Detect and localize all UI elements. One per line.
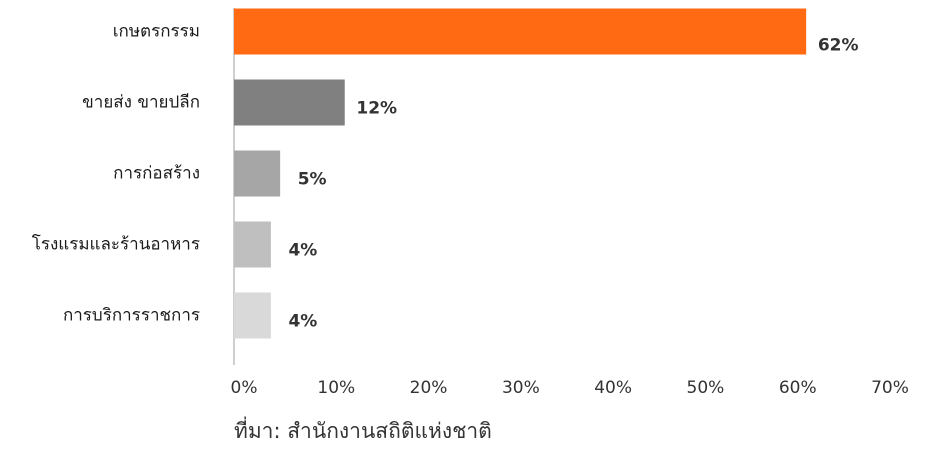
source-note: ที่มา: สำนักงานสถิติแห่งชาติ — [234, 416, 492, 443]
x-tick-label: 20% — [410, 378, 448, 398]
bar — [234, 150, 281, 197]
data-label: 5% — [298, 170, 327, 190]
bar — [234, 79, 345, 126]
x-tick-label: 10% — [317, 378, 355, 398]
data-label: 4% — [288, 312, 317, 332]
x-tick-label: 30% — [502, 378, 540, 398]
y-tick-label: การบริการราชการ — [63, 306, 200, 326]
bar — [234, 221, 271, 268]
bar — [234, 8, 807, 55]
x-tick-label: 50% — [687, 378, 725, 398]
y-tick-label: เกษตรกรรม — [113, 22, 200, 42]
y-tick-label: โรงแรมและร้านอาหาร — [32, 234, 200, 255]
data-label: 62% — [818, 36, 859, 56]
bar — [234, 292, 271, 339]
data-label: 4% — [288, 241, 317, 261]
x-tick-label: 0% — [231, 378, 258, 398]
y-tick-label: ขายส่ง ขายปลีก — [82, 93, 200, 113]
data-label: 12% — [356, 99, 397, 119]
x-tick-label: 70% — [871, 378, 909, 398]
x-tick-label: 40% — [594, 378, 632, 398]
y-tick-label: การก่อสร้าง — [113, 164, 200, 184]
x-tick-label: 60% — [779, 378, 817, 398]
